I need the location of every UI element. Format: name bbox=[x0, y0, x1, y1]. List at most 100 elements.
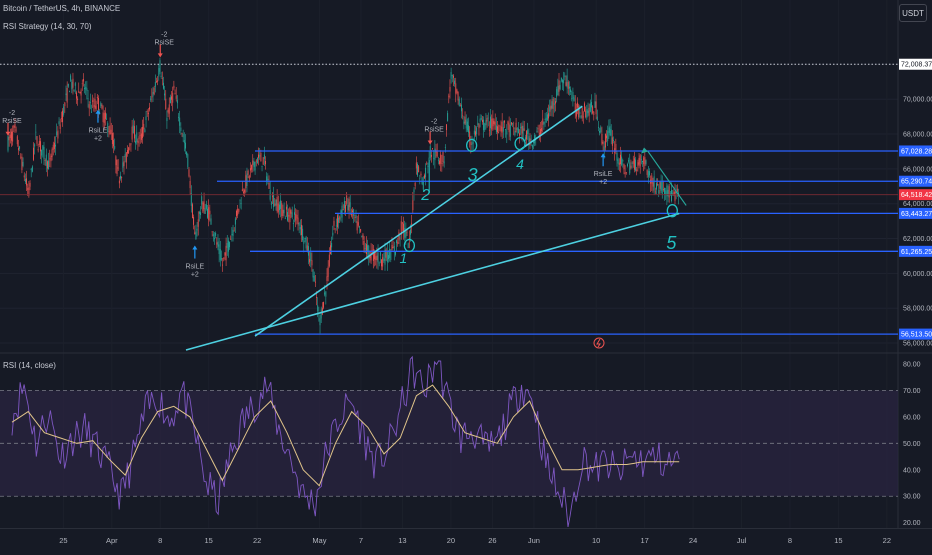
candle-body bbox=[23, 175, 25, 178]
candle-body bbox=[229, 242, 231, 248]
candle-body bbox=[401, 222, 403, 224]
candle-body bbox=[78, 91, 80, 93]
candle-body bbox=[27, 188, 29, 190]
candle-body bbox=[566, 75, 568, 88]
candle-body bbox=[368, 245, 370, 259]
candle-body bbox=[44, 160, 46, 161]
candle-body bbox=[360, 229, 362, 232]
candle-body bbox=[147, 112, 149, 115]
short-signal-head bbox=[5, 131, 11, 136]
candle-body bbox=[298, 223, 300, 226]
candle-body bbox=[225, 245, 227, 261]
candle-body bbox=[124, 154, 126, 158]
currency-button[interactable]: USDT bbox=[899, 4, 927, 22]
candle-body bbox=[187, 154, 189, 167]
candle-body bbox=[253, 161, 255, 167]
candle-body bbox=[275, 199, 277, 206]
candle-body bbox=[37, 149, 39, 151]
candle-body bbox=[379, 252, 381, 256]
candle-body bbox=[666, 185, 668, 197]
candle-body bbox=[488, 129, 490, 131]
candle-body bbox=[128, 147, 130, 154]
candle-body bbox=[405, 230, 407, 238]
candle-body bbox=[297, 217, 299, 225]
candle-body bbox=[107, 123, 109, 133]
candle-body bbox=[530, 138, 532, 140]
candle-body bbox=[574, 102, 576, 113]
candle-body bbox=[294, 212, 295, 215]
candle-body bbox=[172, 92, 174, 103]
candle-body bbox=[313, 275, 315, 282]
candle-body bbox=[143, 123, 145, 130]
candle-body bbox=[53, 142, 55, 149]
rsi-axis-label: 30.00 bbox=[903, 494, 921, 501]
candle-body bbox=[480, 118, 482, 120]
candle-body bbox=[77, 98, 79, 101]
candle-body bbox=[546, 114, 548, 121]
candle-body bbox=[487, 117, 489, 119]
candle-body bbox=[276, 197, 278, 212]
candle-body bbox=[115, 156, 117, 166]
candle-body bbox=[485, 120, 487, 126]
candle-body bbox=[426, 162, 428, 164]
rsi-line bbox=[11, 355, 680, 527]
candle-body bbox=[378, 262, 380, 264]
candle-body bbox=[664, 187, 666, 195]
candle-body bbox=[108, 131, 110, 133]
candle-body bbox=[393, 245, 395, 253]
rsi-axis-label: 50.00 bbox=[903, 441, 921, 448]
candle-body bbox=[470, 141, 472, 145]
candle-body bbox=[167, 109, 169, 113]
candle-body bbox=[202, 202, 204, 212]
candle-body bbox=[551, 101, 553, 109]
candle-body bbox=[63, 106, 65, 115]
candle-body bbox=[513, 127, 515, 129]
time-axis-label: 15 bbox=[205, 536, 213, 545]
candle-body bbox=[647, 170, 649, 178]
time-axis-label: 22 bbox=[253, 536, 261, 545]
lightning-icon bbox=[596, 338, 601, 348]
candle-body bbox=[382, 257, 384, 267]
symbol-title[interactable]: Bitcoin / TetherUS, 4h, BINANCE bbox=[3, 4, 121, 13]
candle-body bbox=[350, 212, 352, 216]
candle-body bbox=[637, 162, 639, 166]
candle-body bbox=[291, 212, 293, 217]
signal-label: RsiSE bbox=[2, 118, 22, 125]
price-axis-label: 60,000.00 bbox=[903, 271, 932, 278]
candle-body bbox=[608, 127, 610, 133]
candle-body bbox=[161, 78, 163, 79]
candle-body bbox=[651, 175, 653, 184]
candle-body bbox=[659, 181, 661, 189]
strategy-legend[interactable]: RSI Strategy (14, 30, 70) bbox=[3, 22, 92, 31]
candle-body bbox=[160, 75, 162, 77]
candle-body bbox=[560, 77, 562, 81]
candle-body bbox=[151, 96, 153, 98]
price-axis-label: 58,000.00 bbox=[903, 306, 932, 313]
candle-body bbox=[94, 99, 96, 109]
candle-body bbox=[389, 248, 391, 259]
candle-body bbox=[73, 89, 75, 91]
signal-label: RsiLE bbox=[89, 128, 108, 135]
candle-body bbox=[433, 157, 435, 159]
candle-body bbox=[45, 154, 47, 166]
candle-body bbox=[600, 127, 602, 133]
candle-body bbox=[334, 228, 336, 230]
candle-body bbox=[26, 178, 28, 186]
candle-body bbox=[523, 128, 525, 131]
candle-body bbox=[243, 191, 244, 193]
price-axis-label: 66,000.00 bbox=[903, 166, 932, 173]
long-signal-head bbox=[95, 109, 101, 114]
candle-body bbox=[132, 125, 134, 134]
candle-body bbox=[193, 216, 195, 225]
price-label-box bbox=[899, 189, 932, 201]
candle-body bbox=[575, 110, 577, 117]
candle-body bbox=[268, 182, 270, 189]
candle-body bbox=[457, 91, 459, 101]
candle-body bbox=[330, 245, 331, 255]
candle-body bbox=[218, 244, 220, 255]
candle-body bbox=[64, 102, 66, 107]
candle-body bbox=[129, 144, 131, 146]
candle-body bbox=[57, 130, 59, 139]
